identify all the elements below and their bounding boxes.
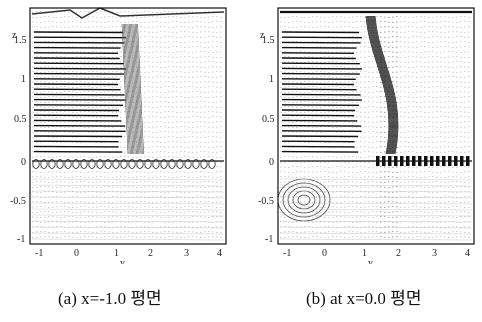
x-tick-label: -1 bbox=[35, 248, 43, 259]
x-tick-label: 4 bbox=[217, 248, 222, 259]
y-tick-label: 1 bbox=[269, 74, 274, 85]
y-tick-label: 1 bbox=[21, 74, 26, 85]
y-axis-label-a: z bbox=[12, 30, 17, 41]
y-tick-label: -0.5 bbox=[258, 196, 274, 207]
y-ticks-a: 1.5 1 0.5 0 -0.5 -1 bbox=[10, 35, 27, 245]
y-axis-label-b: z bbox=[260, 30, 265, 41]
y-tick-label: -1 bbox=[17, 234, 25, 245]
x-tick-label: 1 bbox=[362, 248, 367, 259]
caption-a: (a) x=-1.0 평면 bbox=[58, 289, 162, 308]
y-tick-label: -1 bbox=[265, 234, 273, 245]
y-tick-label: -0.5 bbox=[10, 196, 26, 207]
vector-plot-a: z 1.5 1 0.5 0 -0.5 -1 -1 0 1 2 3 4 y bbox=[10, 7, 227, 264]
y-tick-label: 1.5 bbox=[262, 35, 275, 46]
figure-panel-b: z 1.5 1 0.5 0 -0.5 -1 -1 0 1 2 3 4 y bbox=[258, 4, 476, 264]
x-tick-label: 2 bbox=[148, 248, 153, 259]
y-tick-label: 0 bbox=[21, 157, 26, 168]
x-tick-label: 0 bbox=[322, 248, 327, 259]
plot-frame-a bbox=[29, 7, 227, 245]
y-tick-label: 0 bbox=[269, 157, 274, 168]
x-ticks-a: -1 0 1 2 3 4 bbox=[35, 248, 222, 259]
y-tick-label: 0.5 bbox=[262, 114, 275, 125]
vector-plot-b: z 1.5 1 0.5 0 -0.5 -1 -1 0 1 2 3 4 y bbox=[258, 7, 475, 264]
x-tick-label: 3 bbox=[184, 248, 189, 259]
figure-panel-a: z 1.5 1 0.5 0 -0.5 -1 -1 0 1 2 3 4 y bbox=[10, 4, 228, 264]
y-tick-label: 0.5 bbox=[14, 114, 27, 125]
x-tick-label: 1 bbox=[114, 248, 119, 259]
x-ticks-b: -1 0 1 2 3 4 bbox=[283, 248, 470, 259]
x-tick-label: 0 bbox=[74, 248, 79, 259]
velocity-field-b bbox=[277, 10, 473, 241]
caption-b: (b) at x=0.0 평면 bbox=[306, 289, 422, 308]
x-tick-label: 3 bbox=[432, 248, 437, 259]
x-axis-label-b: y bbox=[368, 258, 373, 264]
x-tick-label: -1 bbox=[283, 248, 291, 259]
plot-frame-b bbox=[277, 7, 475, 245]
y-ticks-b: 1.5 1 0.5 0 -0.5 -1 bbox=[258, 35, 275, 245]
x-axis-label-a: y bbox=[120, 258, 125, 264]
y-tick-label: 1.5 bbox=[14, 35, 27, 46]
x-tick-label: 4 bbox=[465, 248, 470, 259]
x-tick-label: 2 bbox=[396, 248, 401, 259]
velocity-field-a bbox=[31, 7, 225, 241]
